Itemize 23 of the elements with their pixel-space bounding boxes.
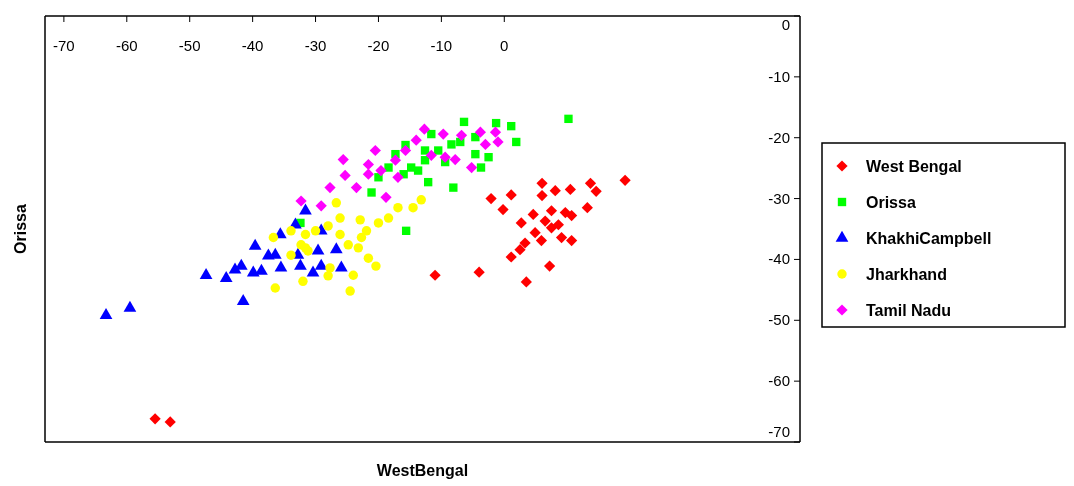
legend-label: Tamil Nadu bbox=[866, 302, 952, 319]
y-axis-title: Orissa bbox=[12, 203, 29, 254]
legend-label: KhakhiCampbell bbox=[866, 230, 992, 247]
x-tick-label: 0 bbox=[500, 37, 509, 54]
x-tick-label: -10 bbox=[430, 37, 453, 54]
y-tick-label: 0 bbox=[781, 16, 790, 33]
x-tick-label: -40 bbox=[241, 37, 264, 54]
x-tick-label: -60 bbox=[115, 37, 138, 54]
x-tick-label: -30 bbox=[304, 37, 327, 54]
x-tick-label: -20 bbox=[367, 37, 390, 54]
y-tick-label: -70 bbox=[768, 423, 790, 440]
legend-label: Jharkhand bbox=[866, 266, 947, 283]
x-tick-label: -70 bbox=[53, 37, 75, 54]
y-tick-label: -50 bbox=[768, 311, 790, 329]
legend-label: Orissa bbox=[866, 194, 916, 211]
legend-label: West Bengal bbox=[866, 158, 962, 175]
x-axis-title: WestBengal bbox=[376, 462, 469, 479]
y-tick-label: -30 bbox=[768, 189, 790, 207]
y-tick-label: -10 bbox=[768, 67, 790, 85]
y-tick-label: -20 bbox=[768, 128, 790, 146]
y-tick-label: -40 bbox=[768, 250, 790, 268]
y-tick-label: -60 bbox=[768, 372, 790, 390]
x-tick-label: -50 bbox=[178, 37, 201, 54]
